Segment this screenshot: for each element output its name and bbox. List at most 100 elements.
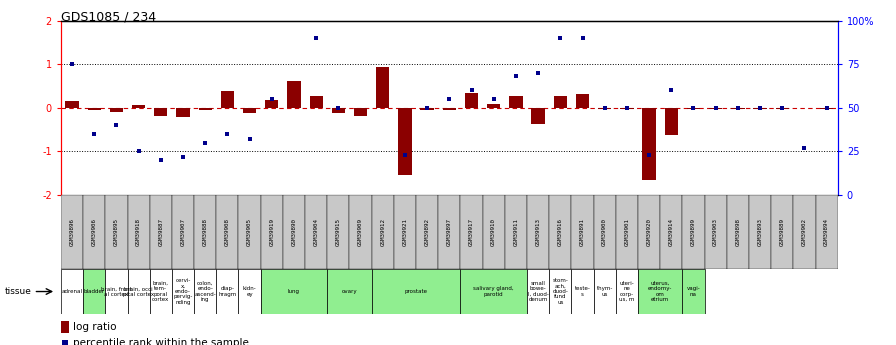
Text: tissue: tissue: [4, 287, 31, 296]
Text: GSM39917: GSM39917: [469, 218, 474, 246]
Text: GSM39912: GSM39912: [380, 218, 385, 246]
Text: GSM39906: GSM39906: [91, 218, 97, 246]
Text: teste-
s: teste- s: [574, 286, 590, 297]
Text: GDS1085 / 234: GDS1085 / 234: [61, 10, 156, 23]
Bar: [687, 108, 700, 109]
Text: GSM39899: GSM39899: [691, 218, 696, 246]
Bar: [150, 269, 172, 314]
Text: vagi-
na: vagi- na: [686, 286, 701, 297]
Bar: [327, 195, 349, 269]
Bar: [238, 195, 261, 269]
Text: GSM39887: GSM39887: [159, 218, 163, 246]
Bar: [731, 108, 745, 109]
Bar: [61, 321, 69, 333]
Text: GSM39903: GSM39903: [713, 218, 719, 246]
Bar: [172, 195, 194, 269]
Bar: [61, 269, 83, 314]
Bar: [815, 195, 838, 269]
Bar: [220, 91, 234, 108]
Text: GSM39896: GSM39896: [70, 218, 74, 246]
Bar: [372, 195, 394, 269]
Bar: [194, 195, 216, 269]
Bar: [243, 108, 256, 113]
Text: GSM39898: GSM39898: [736, 218, 740, 246]
Bar: [154, 108, 168, 116]
Text: diap-
hragm: diap- hragm: [219, 286, 237, 297]
Bar: [660, 195, 683, 269]
Bar: [594, 269, 616, 314]
Text: GSM39907: GSM39907: [180, 218, 185, 246]
Bar: [327, 269, 372, 314]
Bar: [642, 108, 656, 180]
Text: GSM39895: GSM39895: [114, 218, 119, 246]
Text: GSM39889: GSM39889: [780, 218, 785, 246]
Bar: [261, 269, 327, 314]
Text: GSM39910: GSM39910: [491, 218, 496, 246]
Bar: [620, 108, 633, 109]
Bar: [332, 108, 345, 113]
Bar: [554, 96, 567, 108]
Text: GSM39893: GSM39893: [758, 218, 762, 246]
Bar: [216, 195, 238, 269]
Bar: [638, 269, 683, 314]
Text: GSM39905: GSM39905: [247, 218, 252, 246]
Text: GSM39914: GSM39914: [668, 218, 674, 246]
Text: ovary: ovary: [341, 289, 358, 294]
Bar: [106, 269, 127, 314]
Bar: [461, 269, 527, 314]
Text: uteri-
ne
corp-
us, m: uteri- ne corp- us, m: [619, 281, 634, 302]
Text: brain,
tem-
poral
cortex: brain, tem- poral cortex: [152, 281, 169, 302]
Bar: [132, 105, 145, 108]
Text: stom-
ach,
duod-
fund
us: stom- ach, duod- fund us: [552, 278, 568, 305]
Text: GSM39919: GSM39919: [270, 218, 274, 246]
Bar: [194, 269, 216, 314]
Text: cervi-
x,
endo-
pervig-
nding: cervi- x, endo- pervig- nding: [173, 278, 193, 305]
Bar: [283, 195, 305, 269]
Bar: [399, 108, 411, 175]
Bar: [394, 195, 416, 269]
Text: kidn-
ey: kidn- ey: [243, 286, 256, 297]
Bar: [549, 269, 572, 314]
Bar: [354, 108, 367, 116]
Bar: [443, 108, 456, 110]
Bar: [127, 195, 150, 269]
Bar: [420, 108, 434, 110]
Bar: [83, 195, 106, 269]
Bar: [683, 195, 704, 269]
Bar: [106, 195, 127, 269]
Bar: [504, 195, 527, 269]
Bar: [527, 195, 549, 269]
Text: GSM39892: GSM39892: [425, 218, 430, 246]
Bar: [372, 269, 461, 314]
Bar: [776, 108, 789, 109]
Text: uterus,
endomy-
om
etrium: uterus, endomy- om etrium: [648, 281, 672, 302]
Bar: [172, 269, 194, 314]
Bar: [527, 269, 549, 314]
Text: GSM39921: GSM39921: [402, 218, 408, 246]
Bar: [638, 195, 660, 269]
Text: bladder: bladder: [83, 289, 105, 294]
Text: GSM39902: GSM39902: [802, 218, 807, 246]
Text: GSM39918: GSM39918: [136, 218, 141, 246]
Text: GSM39891: GSM39891: [580, 218, 585, 246]
Bar: [177, 108, 190, 117]
Text: GSM39916: GSM39916: [558, 218, 563, 246]
Bar: [509, 96, 522, 108]
Bar: [416, 195, 438, 269]
Text: brain, front
al cortex: brain, front al cortex: [101, 286, 132, 297]
Bar: [83, 269, 106, 314]
Bar: [88, 108, 101, 110]
Bar: [261, 195, 283, 269]
Text: GSM39897: GSM39897: [447, 218, 452, 246]
Text: salivary gland,
parotid: salivary gland, parotid: [473, 286, 514, 297]
Bar: [61, 195, 83, 269]
Text: GSM39911: GSM39911: [513, 218, 519, 246]
Bar: [288, 81, 301, 108]
Bar: [465, 93, 478, 108]
Text: percentile rank within the sample: percentile rank within the sample: [73, 338, 249, 345]
Bar: [309, 96, 323, 108]
Text: lung: lung: [288, 289, 300, 294]
Bar: [727, 195, 749, 269]
Text: GSM39901: GSM39901: [625, 218, 629, 246]
Text: GSM39890: GSM39890: [291, 218, 297, 246]
